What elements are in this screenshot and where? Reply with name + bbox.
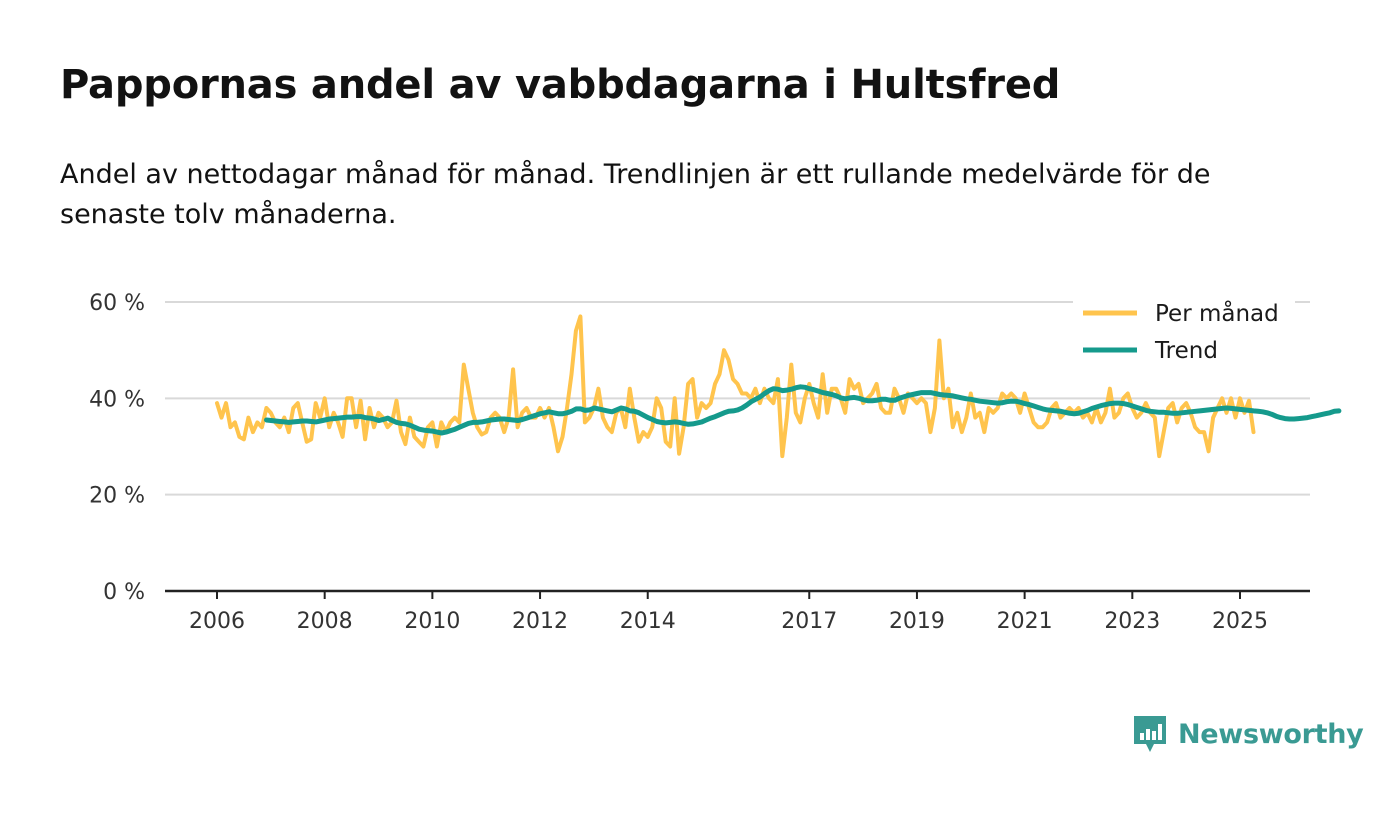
brand-name: Newsworthy [1178,718,1364,750]
y-tick-label: 20 % [89,484,145,509]
x-tick-label: 2006 [189,609,245,634]
x-tick-label: 2021 [997,609,1053,634]
line-chart: 0 % 20 % 40 % 60 % 2006 2008 2010 2012 2014 2017… [89,291,1342,634]
newsworthy-logo-icon [1134,716,1166,752]
chart-subtitle: Andel av nettodagar månad för månad. Tre… [60,159,1211,230]
y-tick-label: 40 % [89,387,145,412]
legend-label: Per månad [1155,299,1279,327]
x-tick-label: 2014 [620,609,676,634]
x-axis: 2006 2008 2010 2012 2014 2017 2019 2021 2023 2025 [165,589,1310,634]
x-tick-label: 2017 [781,609,837,634]
x-tick-label: 2023 [1104,609,1160,634]
x-tick-label: 2008 [297,609,353,634]
x-tick-label: 2012 [512,609,568,634]
x-tick-label: 2025 [1212,609,1268,634]
x-tick-label: 2010 [404,609,460,634]
legend-label: Trend [1154,338,1218,364]
chart-title: Pappornas andel av vabbdagarna i Hultsfr… [60,62,1061,108]
y-axis-ticks: 0 % 20 % 40 % 60 % [89,291,145,605]
y-tick-label: 0 % [103,580,145,605]
x-tick-label: 2019 [889,609,945,634]
brand: Newsworthy [1132,712,1364,756]
legend: Per månad Trend [1073,292,1295,376]
legend-background [1073,292,1295,376]
series-line-trend [264,384,1342,436]
y-tick-label: 60 % [89,291,145,316]
series-group [215,314,1342,459]
